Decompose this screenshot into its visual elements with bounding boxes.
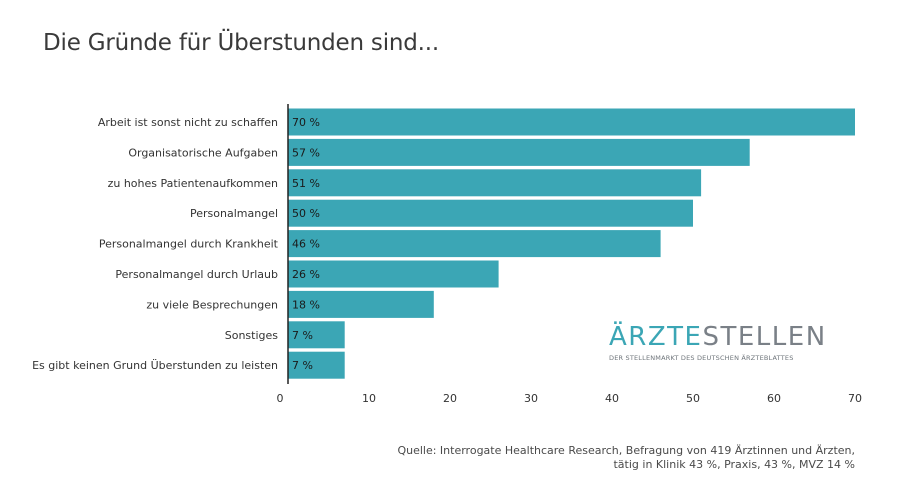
bar-4 bbox=[288, 230, 661, 258]
bar-value-label: 7 % bbox=[292, 329, 313, 342]
x-tick-label: 70 bbox=[848, 392, 862, 405]
logo-word-part2: STELLEN bbox=[702, 322, 827, 352]
bar-7 bbox=[288, 321, 345, 349]
x-tick-label: 0 bbox=[277, 392, 284, 405]
bar-value-label: 57 % bbox=[292, 146, 320, 159]
aerztestellen-logo: ÄRZTESTELLEN DER STELLENMARKT DES DEUTSC… bbox=[609, 322, 825, 362]
logo-tagline: DER STELLENMARKT DES DEUTSCHEN ÄRZTEBLAT… bbox=[609, 354, 794, 362]
category-label: Organisatorische Aufgaben bbox=[128, 146, 278, 159]
bar-value-label: 50 % bbox=[292, 207, 320, 220]
bar-5 bbox=[288, 260, 499, 288]
bar-8 bbox=[288, 351, 345, 379]
category-label: Personalmangel durch Urlaub bbox=[115, 268, 278, 281]
x-tick-label: 20 bbox=[443, 392, 457, 405]
chart-title: Die Gründe für Überstunden sind... bbox=[43, 30, 440, 56]
x-tick-label: 50 bbox=[686, 392, 700, 405]
bar-value-label: 26 % bbox=[292, 268, 320, 281]
bar-3 bbox=[288, 199, 693, 227]
x-tick-label: 10 bbox=[362, 392, 376, 405]
bar-value-label: 18 % bbox=[292, 298, 320, 311]
category-label: Personalmangel bbox=[190, 207, 278, 220]
category-label: Sonstiges bbox=[225, 329, 279, 342]
bar-0 bbox=[288, 108, 855, 136]
source-line-2: tätig in Klinik 43 %, Praxis, 43 %, MVZ … bbox=[613, 458, 855, 471]
source-note: Quelle: Interrogate Healthcare Research,… bbox=[397, 444, 855, 472]
logo-wordmark: ÄRZTESTELLEN bbox=[609, 322, 825, 352]
bar-value-label: 46 % bbox=[292, 238, 320, 251]
bar-value-label: 70 % bbox=[292, 116, 320, 129]
bar-2 bbox=[288, 169, 702, 197]
x-tick-label: 30 bbox=[524, 392, 538, 405]
logo-word-part1: ÄRZTE bbox=[609, 322, 703, 352]
source-line-1: Quelle: Interrogate Healthcare Research,… bbox=[397, 444, 855, 457]
bar-value-label: 51 % bbox=[292, 177, 320, 190]
category-label: Personalmangel durch Krankheit bbox=[99, 238, 279, 251]
bar-1 bbox=[288, 138, 750, 166]
category-label: Arbeit ist sonst nicht zu schaffen bbox=[98, 116, 278, 129]
category-label: Es gibt keinen Grund Überstunden zu leis… bbox=[32, 359, 278, 372]
bar-6 bbox=[288, 290, 434, 318]
x-tick-label: 60 bbox=[767, 392, 781, 405]
category-label: zu hohes Patientenaufkommen bbox=[108, 177, 278, 190]
x-tick-label: 40 bbox=[605, 392, 619, 405]
bar-value-label: 7 % bbox=[292, 359, 313, 372]
category-label: zu viele Besprechungen bbox=[146, 298, 278, 311]
